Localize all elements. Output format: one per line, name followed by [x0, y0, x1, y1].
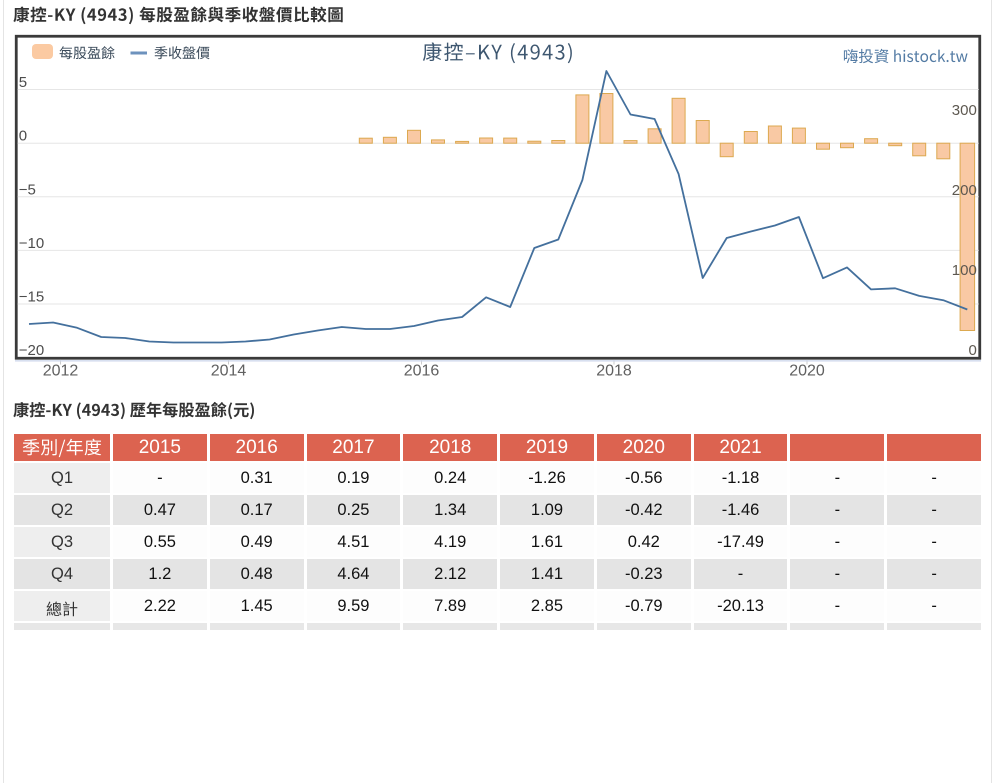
svg-text:300: 300	[952, 102, 977, 119]
svg-text:0: 0	[19, 128, 27, 145]
svg-text:2020: 2020	[789, 363, 825, 380]
svg-text:0: 0	[968, 342, 976, 359]
svg-text:2012: 2012	[43, 363, 79, 380]
svg-text:2016: 2016	[404, 363, 440, 380]
svg-text:−5: −5	[19, 181, 36, 198]
svg-text:−20: −20	[19, 342, 44, 359]
svg-text:100: 100	[952, 262, 977, 279]
svg-text:−15: −15	[19, 289, 44, 306]
svg-text:−10: −10	[19, 235, 44, 252]
svg-text:5: 5	[19, 74, 27, 91]
svg-text:2014: 2014	[211, 363, 247, 380]
svg-text:2018: 2018	[596, 363, 632, 380]
svg-text:200: 200	[952, 182, 977, 199]
